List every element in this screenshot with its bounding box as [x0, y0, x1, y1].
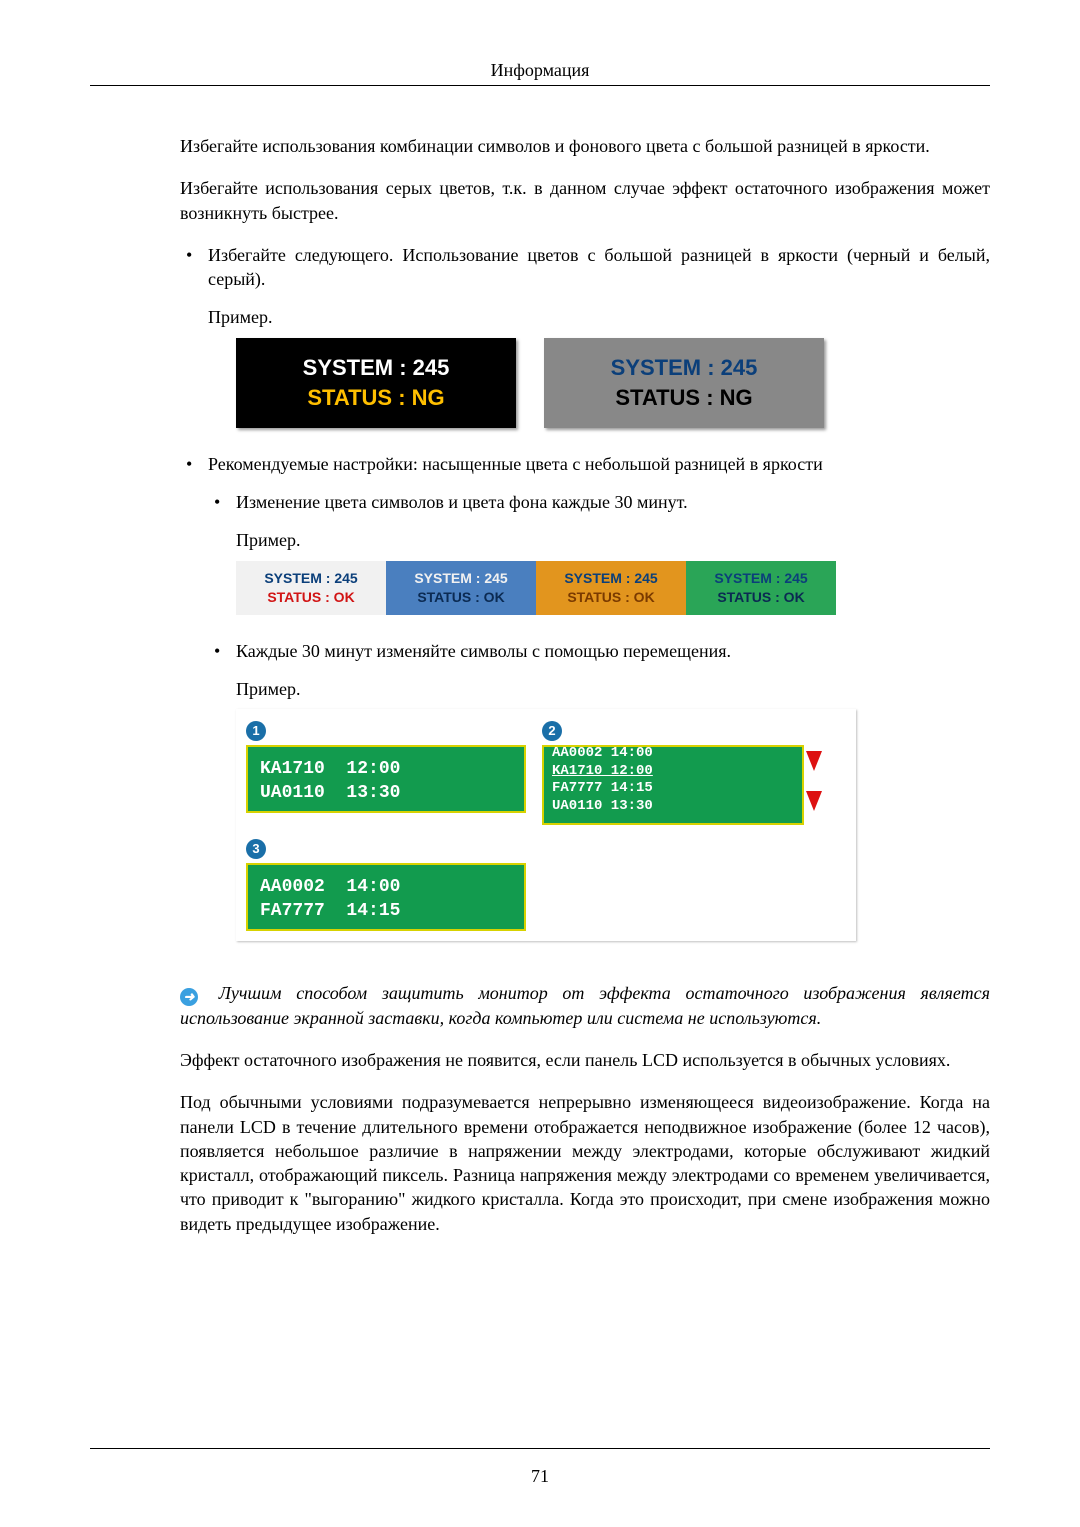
example2-cell-line1: SYSTEM : 245 — [264, 569, 357, 587]
example3-cell-3: 3 AA0002 14:00 FA7777 14:15 — [246, 835, 526, 931]
example2-cell-3: SYSTEM : 245STATUS : OK — [686, 561, 836, 615]
page-header-title: Информация — [90, 60, 990, 81]
example-2-container: SYSTEM : 245STATUS : OKSYSTEM : 245STATU… — [236, 561, 990, 615]
example-label-3: Пример. — [236, 677, 990, 701]
example3-cell-1: 1 KA1710 12:00 UA0110 13:30 — [246, 717, 526, 825]
scroll-line: AA0002 14:00 — [552, 745, 794, 763]
down-arrow-icon — [806, 791, 822, 811]
paragraph-3: Эффект остаточного изображения не появит… — [180, 1048, 990, 1072]
example2-cell-line2: STATUS : OK — [417, 588, 504, 606]
example-label-1: Пример. — [208, 305, 990, 329]
example-3-container: 1 KA1710 12:00 UA0110 13:30 2 AA0002 14:… — [236, 709, 856, 941]
example2-cell-line2: STATUS : OK — [267, 588, 354, 606]
example1-box2-line1: SYSTEM : 245 — [611, 353, 758, 383]
panel1-line1: KA1710 12:00 — [260, 757, 512, 781]
example2-cell-line1: SYSTEM : 245 — [714, 569, 807, 587]
example2-cell-1: SYSTEM : 245STATUS : OK — [386, 561, 536, 615]
badge-1: 1 — [246, 721, 266, 741]
panel3-line1: AA0002 14:00 — [260, 875, 512, 899]
badge-3: 3 — [246, 839, 266, 859]
scroll-line: UA0110 13:30 — [552, 798, 794, 816]
example1-box2-line2: STATUS : NG — [615, 383, 752, 413]
panel3-line2: FA7777 14:15 — [260, 899, 512, 923]
example3-cell-2: 2 AA0002 14:00KA1710 12:00FA7777 14:15UA… — [542, 717, 822, 825]
example3-panel-scroll: AA0002 14:00KA1710 12:00FA7777 14:15UA01… — [542, 745, 804, 825]
header-rule — [90, 85, 990, 86]
example-1-container: SYSTEM : 245 STATUS : NG SYSTEM : 245 ST… — [236, 338, 990, 428]
bullet-avoid: Избегайте следующего. Использование цвет… — [180, 243, 990, 292]
badge-2: 2 — [542, 721, 562, 741]
tip-note: ➜ Лучшим способом защитить монитор от эф… — [180, 981, 990, 1030]
scroll-line: KA1710 12:00 — [552, 763, 794, 781]
panel1-line2: UA0110 13:30 — [260, 781, 512, 805]
example-label-2: Пример. — [236, 528, 990, 552]
example2-cell-line2: STATUS : OK — [567, 588, 654, 606]
example1-box-gray: SYSTEM : 245 STATUS : NG — [544, 338, 824, 428]
example1-box-black: SYSTEM : 245 STATUS : NG — [236, 338, 516, 428]
example2-cell-line1: SYSTEM : 245 — [414, 569, 507, 587]
down-arrow-icon — [806, 751, 822, 771]
example2-cell-0: SYSTEM : 245STATUS : OK — [236, 561, 386, 615]
sub-bullet-move: Каждые 30 минут изменяйте символы с помо… — [208, 639, 990, 663]
example2-cell-line1: SYSTEM : 245 — [564, 569, 657, 587]
sub-bullet-color-change: Изменение цвета символов и цвета фона ка… — [208, 490, 990, 514]
footer-rule — [90, 1448, 990, 1449]
example2-cell-line2: STATUS : OK — [717, 588, 804, 606]
example3-panel-1: KA1710 12:00 UA0110 13:30 — [246, 745, 526, 813]
paragraph-2: Избегайте использования серых цветов, т.… — [180, 176, 990, 225]
arrow-circle-icon: ➜ — [180, 988, 198, 1006]
scroll-arrows — [806, 741, 822, 821]
scroll-line: FA7777 14:15 — [552, 780, 794, 798]
page-number: 71 — [0, 1466, 1080, 1487]
bullet-recommended: Рекомендуемые настройки: насыщенные цвет… — [180, 452, 990, 476]
example1-box1-line2: STATUS : NG — [307, 383, 444, 413]
example3-panel-3: AA0002 14:00 FA7777 14:15 — [246, 863, 526, 931]
example1-box1-line1: SYSTEM : 245 — [303, 353, 450, 383]
paragraph-4: Под обычными условиями подразумевается н… — [180, 1090, 990, 1236]
paragraph-1: Избегайте использования комбинации симво… — [180, 134, 990, 158]
tip-note-text: Лучшим способом защитить монитор от эффе… — [180, 983, 990, 1028]
example2-cell-2: SYSTEM : 245STATUS : OK — [536, 561, 686, 615]
